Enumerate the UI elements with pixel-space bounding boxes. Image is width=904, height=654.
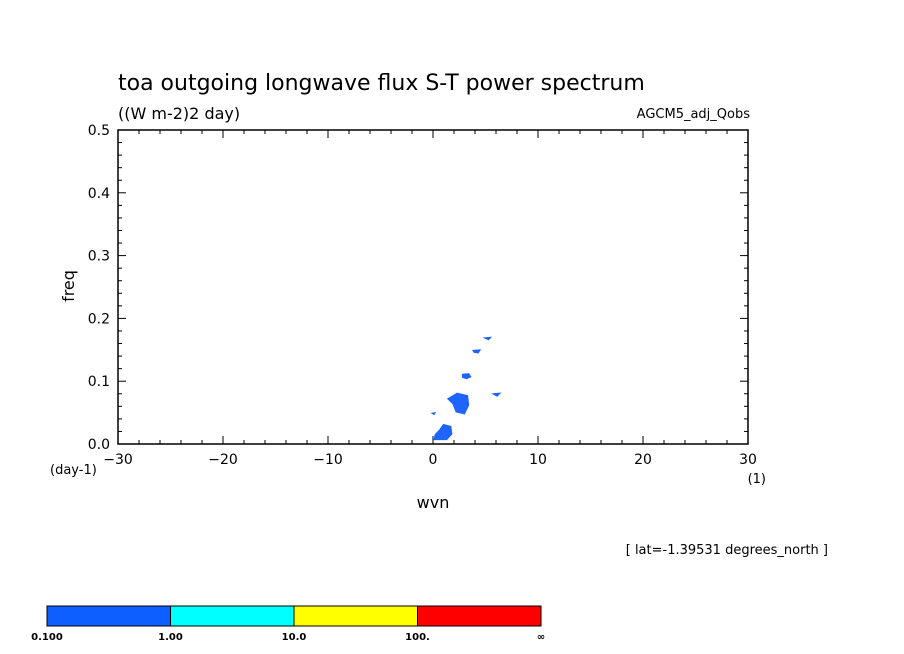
contour-region-6 (430, 411, 437, 416)
contour-region-0 (433, 423, 453, 441)
y-tick-label: 0.1 (88, 374, 110, 390)
chart-model-name: AGCM5_adj_Qobs (637, 107, 751, 122)
y-axis-unit: (day-1) (50, 463, 97, 478)
colorbar-label: ∞ (537, 632, 545, 643)
y-tick-label: 0.0 (88, 437, 110, 453)
x-tick-label: 10 (529, 452, 547, 468)
colorbar-segment (170, 606, 294, 626)
x-tick-label: −20 (208, 452, 238, 468)
x-tick-label: −30 (103, 452, 133, 468)
y-tick-label: 0.3 (88, 249, 110, 265)
colorbar-label: 100. (405, 632, 430, 643)
x-axis-ticks: −30 −20 −10 0 10 20 30 (103, 130, 757, 468)
x-tick-label: −10 (313, 452, 343, 468)
x-tick-label: 30 (739, 452, 757, 468)
latitude-footnote: [ lat=-1.39531 degrees_north ] (626, 543, 828, 558)
contour-region-4 (482, 336, 492, 341)
colorbar-label: 1.00 (158, 632, 183, 643)
contour-regions (430, 336, 502, 441)
x-axis-label: wvn (417, 493, 450, 512)
colorbar-label: 0.100 (31, 632, 63, 643)
contour-region-2 (461, 373, 472, 380)
contour-region-3 (472, 349, 482, 354)
x-tick-label: 0 (429, 452, 438, 468)
contour-region-5 (491, 392, 502, 397)
plot-frame (117, 129, 749, 445)
contour-region-1 (446, 392, 470, 415)
colorbar: 0.100 1.00 10.0 100. ∞ (31, 605, 545, 643)
y-axis-ticks: 0.0 0.1 0.2 0.3 0.4 0.5 (88, 123, 748, 453)
colorbar-label: 10.0 (282, 632, 307, 643)
x-tick-label: 20 (634, 452, 652, 468)
y-tick-label: 0.2 (88, 311, 110, 327)
chart-units: ((W m-2)2 day) (118, 104, 240, 123)
colorbar-segment (417, 606, 541, 626)
y-tick-label: 0.5 (88, 123, 110, 139)
chart-title: toa outgoing longwave flux S-T power spe… (118, 71, 645, 96)
y-tick-label: 0.4 (88, 186, 110, 202)
y-axis-label: freq (59, 270, 78, 302)
colorbar-segment (294, 606, 418, 626)
x-axis-unit: (1) (748, 472, 766, 487)
colorbar-segment (47, 606, 171, 626)
